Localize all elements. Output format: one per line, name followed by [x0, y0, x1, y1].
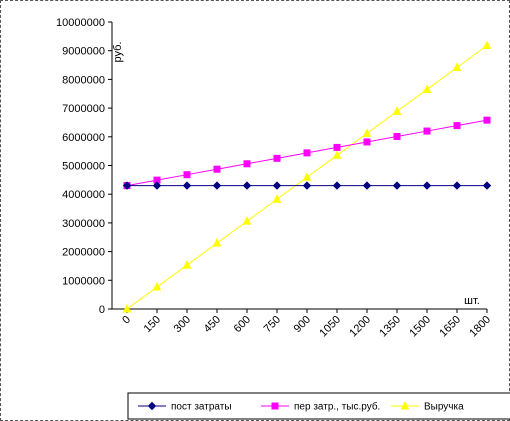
series-2-point: [152, 281, 162, 291]
y-axis: 0 1000000 2000000 3000000 4000000 5000000 6000…: [56, 17, 113, 316]
series-1-point: [363, 138, 371, 146]
series-2-point: [242, 216, 252, 225]
x-axis: 0 150 300 450 600 750 900 1050 1200 1350 1500 1650 1…: [112, 308, 493, 340]
x-tick-label: 1350: [377, 314, 403, 340]
legend-label: Выручка: [424, 402, 464, 413]
series-1-point: [333, 143, 341, 151]
y-tick-label: 6000000: [62, 132, 105, 144]
series-0-point: [422, 181, 432, 190]
x-tick-label: 0: [120, 314, 133, 327]
series-0-point: [182, 181, 192, 190]
x-unit-label: шт.: [464, 295, 480, 307]
y-unit-label: руб.: [112, 42, 124, 63]
series-0-point: [272, 181, 282, 190]
x-tick-label: 1650: [437, 314, 463, 340]
series-1-point: [303, 149, 311, 157]
x-tick-label: 900: [292, 314, 313, 335]
series-1-point: [273, 154, 281, 162]
series-2-point: [392, 106, 402, 115]
series-1-point: [183, 171, 191, 179]
series-0-point: [122, 181, 132, 190]
series-2-point: [122, 303, 132, 313]
y-tick-label: 1000000: [62, 275, 105, 287]
legend: пост затраты пер затр., тыс.руб. Выручка: [127, 392, 510, 420]
series-layer: [122, 40, 492, 313]
series-2-point: [332, 150, 342, 159]
y-tick-label: 5000000: [62, 161, 105, 173]
x-tick-label: 1500: [407, 314, 433, 340]
y-tick-label: 2000000: [62, 247, 105, 259]
series-0-point: [332, 181, 342, 190]
y-tick-label: 0: [99, 304, 105, 316]
series-0-point: [242, 181, 252, 190]
legend-swatch-marker: [147, 401, 157, 411]
series-0-point: [152, 181, 162, 190]
series-0-point: [362, 181, 372, 190]
series-2-point: [482, 40, 492, 50]
y-tick-label: 10000000: [56, 17, 105, 29]
series-2-point: [302, 172, 312, 181]
legend-swatch-marker: [271, 402, 279, 410]
series-2-point: [272, 194, 282, 203]
series-1-point: [453, 122, 461, 130]
legend-box: [127, 392, 510, 420]
y-tick-label: 8000000: [62, 74, 105, 86]
legend-swatch-marker: [400, 400, 410, 410]
y-tick-label: 3000000: [62, 218, 105, 230]
x-tick-label: 600: [232, 314, 253, 335]
series-0-point: [302, 181, 312, 190]
series-2-point: [452, 62, 462, 71]
series-1-point: [483, 116, 491, 124]
series-0-point: [452, 181, 462, 190]
y-tick-label: 9000000: [62, 46, 105, 58]
series-0-point: [212, 181, 222, 190]
series-1-point: [393, 133, 401, 141]
x-tick-label: 750: [262, 314, 283, 335]
x-tick-label: 150: [142, 314, 163, 335]
series-2-point: [182, 259, 192, 269]
x-tick-label: 300: [172, 314, 193, 335]
y-tick-label: 7000000: [62, 103, 105, 115]
series-1-point: [213, 165, 221, 173]
legend-label: пост затраты: [171, 402, 232, 413]
series-2-point: [212, 238, 222, 247]
y-tick-label: 4000000: [62, 189, 105, 201]
series-1-point: [243, 160, 251, 168]
x-tick-label: 1050: [317, 314, 343, 340]
series-2-point: [362, 128, 372, 137]
series-0-point: [392, 181, 402, 190]
series-1-point: [423, 127, 431, 135]
x-tick-label: 450: [202, 314, 223, 335]
series-2-point: [422, 84, 432, 93]
x-tick-label: 1800: [467, 314, 493, 340]
legend-label: пер затр., тыс.руб.: [294, 401, 380, 413]
x-tick-label: 1200: [347, 314, 373, 340]
series-0-point: [482, 181, 492, 190]
